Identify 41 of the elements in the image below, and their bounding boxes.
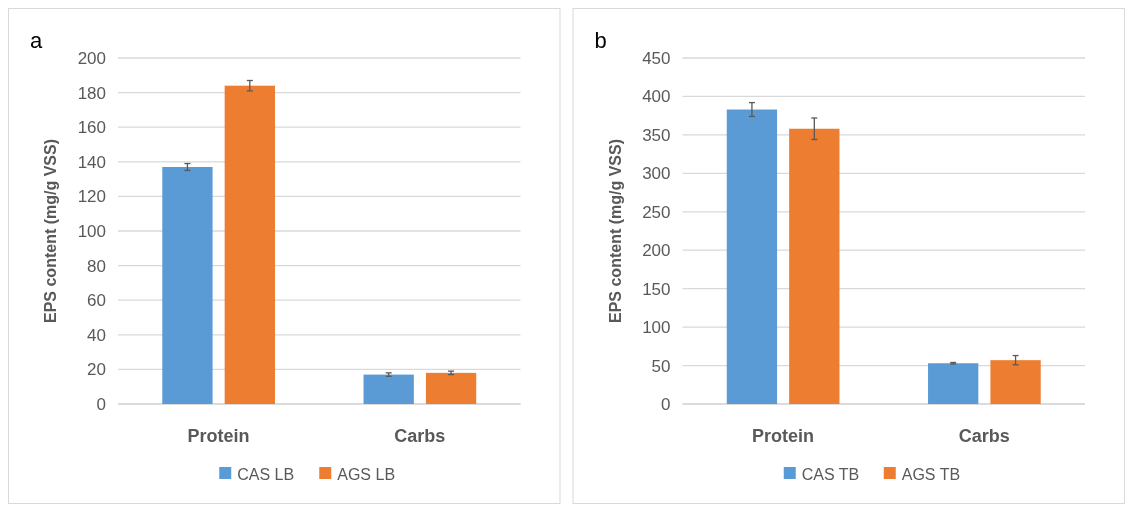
bar [726,109,778,404]
y-tick-label: 50 [651,356,671,376]
x-tick-label: Carbs [394,426,446,446]
text: b [594,28,607,53]
bar [425,372,477,404]
x-tick-label: Protein [752,426,815,446]
y-tick-label: 300 [642,164,671,184]
y-tick-label: 150 [642,279,671,299]
bar [990,360,1041,404]
y-tick-label: 60 [87,291,106,311]
y-tick-label: 140 [77,152,106,172]
x-tick-label: Protein [187,426,250,446]
y-axis-title: EPS content (mg/g VSS) [606,138,624,324]
y-tick-label: 20 [87,360,106,380]
bar [928,363,979,404]
y-tick-label: 120 [77,187,106,207]
legend-label: AGS TB [901,465,961,483]
x-tick-label: Carbs [958,426,1010,446]
y-tick-label: 200 [77,48,106,68]
legend-label: CAS LB [237,465,295,483]
y-tick-label: 160 [77,118,106,138]
y-tick-label: 180 [77,83,106,103]
y-tick-label: 200 [642,241,671,261]
y-tick-label: 0 [661,394,671,414]
y-tick-label: 100 [77,221,106,241]
y-tick-label: 250 [642,202,671,222]
bar [789,128,840,404]
bar [224,85,275,404]
legend-label: AGS LB [337,465,396,483]
y-tick-label: 400 [642,87,671,107]
y-tick-label: 450 [642,48,671,68]
text: a [30,28,43,53]
legend-label: CAS TB [801,465,860,483]
bar [363,374,414,404]
y-axis-title: EPS content (mg/g VSS) [42,138,59,324]
bar [162,166,213,404]
y-tick-label: 350 [642,125,671,145]
y-tick-label: 100 [642,318,671,338]
y-tick-label: 40 [87,325,106,345]
y-tick-label: 80 [87,256,106,276]
y-tick-label: 0 [96,394,106,414]
